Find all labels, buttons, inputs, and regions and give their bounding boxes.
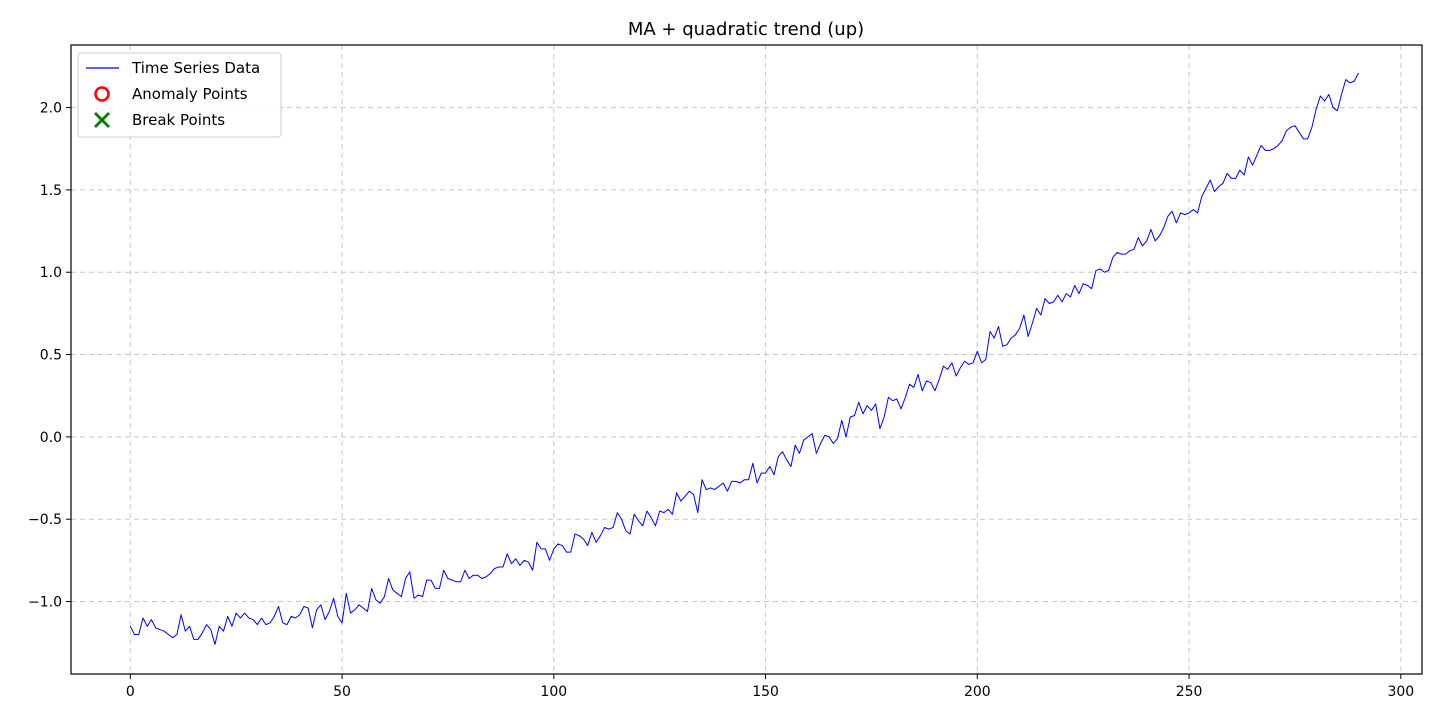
grid-lines [71, 45, 1422, 674]
y-tick-label: 1.5 [40, 183, 62, 199]
x-tick-label: 300 [1387, 684, 1414, 700]
x-tick-label: 0 [126, 684, 135, 700]
y-tick-label: 0.0 [40, 430, 62, 446]
chart-title: MA + quadratic trend (up) [628, 19, 864, 40]
x-tick-label: 100 [540, 684, 567, 700]
legend-circle-marker [94, 86, 110, 102]
y-tick-label: 0.5 [40, 348, 62, 364]
x-axis: 0 50 100 150 200 250 300 [126, 674, 1414, 700]
y-tick-label: 2.0 [40, 101, 62, 117]
y-tick-label: −0.5 [28, 512, 62, 528]
y-axis: −1.0 −0.5 0.0 0.5 1.0 1.5 2.0 [28, 101, 71, 611]
legend: Time Series Data Anomaly Points Break Poin… [77, 52, 282, 138]
series-layer [129, 72, 1359, 645]
x-tick-label: 50 [333, 684, 351, 700]
legend-label: Break Points [132, 111, 225, 129]
legend-x-marker [94, 112, 110, 128]
legend-box [77, 52, 282, 138]
legend-label: Time Series Data [131, 59, 260, 77]
legend-label: Anomaly Points [132, 85, 248, 103]
x-tick-label: 250 [1176, 684, 1203, 700]
series-line-time-series-data [129, 72, 1359, 645]
plot-frame [70, 44, 1423, 675]
x-tick-label: 150 [752, 684, 779, 700]
x-tick-label: 200 [964, 684, 991, 700]
y-tick-label: 1.0 [40, 265, 62, 281]
y-tick-label: −1.0 [28, 595, 62, 611]
